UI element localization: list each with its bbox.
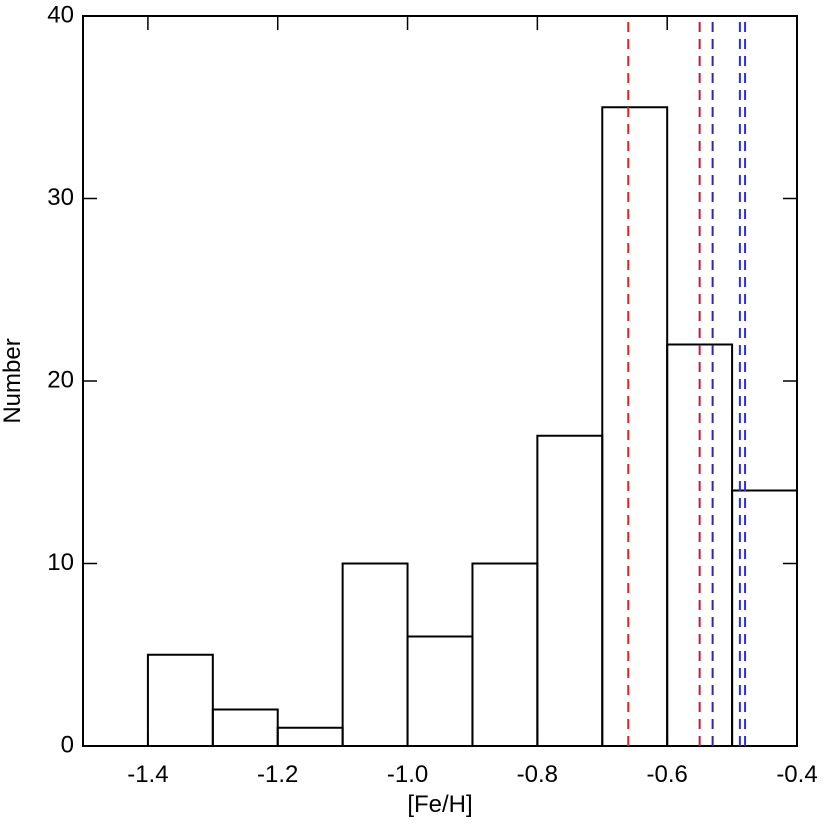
x-tick-label: -1.4	[127, 761, 168, 788]
x-tick-label: -1.0	[387, 761, 428, 788]
y-axis-label: Number	[0, 338, 26, 423]
x-axis-label: [Fe/H]	[407, 791, 472, 818]
y-tick-label: 30	[47, 184, 74, 211]
x-tick-label: -0.6	[647, 761, 688, 788]
y-tick-label: 0	[61, 731, 74, 758]
bar	[601, 106, 669, 747]
x-tick-label: -1.2	[257, 761, 298, 788]
y-tick-label: 20	[47, 366, 74, 393]
bar	[536, 434, 604, 747]
y-tick-label: 10	[47, 549, 74, 576]
x-tick-label: -0.4	[776, 761, 817, 788]
x-tick-label: -0.8	[517, 761, 558, 788]
bar	[471, 562, 539, 747]
bar	[211, 708, 279, 747]
bar	[276, 726, 344, 747]
bar	[731, 489, 798, 747]
y-tick-label: 40	[47, 1, 74, 28]
bar	[341, 562, 409, 747]
bar	[146, 653, 214, 747]
bar	[406, 635, 474, 747]
